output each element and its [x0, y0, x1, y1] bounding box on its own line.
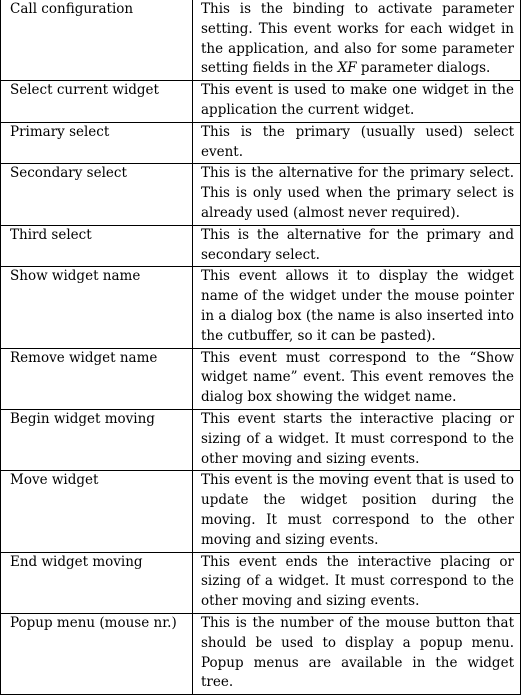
event-name: End widget moving [0, 551, 193, 614]
table-row: Call configuration This is the binding t… [0, 0, 521, 82]
event-description-text: This is the binding to activate paramete… [201, 1, 514, 77]
event-description-text: parameter dialogs. [356, 60, 491, 77]
event-name: Third select [0, 224, 193, 268]
event-description: This is the alternative for the primary … [192, 224, 521, 268]
event-name: Remove widget name [0, 347, 193, 410]
event-description: This event must correspond to the “Show … [192, 347, 521, 410]
table-row: Begin widget moving This event starts th… [0, 408, 521, 472]
table-row: Remove widget name This event must corre… [0, 347, 521, 410]
table-row: Third select This is the alternative for… [0, 224, 521, 268]
event-description: This event allows it to display the widg… [192, 266, 521, 349]
event-description: This is the primary (usually used) selec… [192, 121, 521, 165]
table-row: Move widget This event is the moving eve… [0, 470, 521, 553]
table-row: Primary select This is the primary (usua… [0, 121, 521, 165]
event-name: Select current widget [0, 80, 193, 123]
table-row: Show widget name This event allows it to… [0, 266, 521, 349]
table-row: Secondary select This is the alternative… [0, 163, 521, 226]
event-name: Move widget [0, 470, 193, 553]
event-name: Call configuration [0, 0, 193, 82]
event-name: Secondary select [0, 163, 193, 226]
event-description: This is the alternative for the primary … [192, 163, 521, 226]
table-row: Select current widget This event is used… [0, 80, 521, 123]
event-description: This is the number of the mouse button t… [192, 612, 521, 695]
event-name: Show widget name [0, 266, 193, 349]
event-description: This event is the moving event that is u… [192, 470, 521, 553]
table-row: Popup menu (mouse nr.) This is the numbe… [0, 612, 521, 695]
event-description: This event is used to make one widget in… [192, 80, 521, 123]
event-name: Primary select [0, 121, 193, 165]
xf-term: XF [337, 60, 357, 77]
event-description: This is the binding to activate paramete… [192, 0, 521, 82]
event-description: This event starts the interactive placin… [192, 408, 521, 472]
event-name: Begin widget moving [0, 408, 193, 472]
event-description: This event ends the interactive placing … [192, 551, 521, 614]
event-name: Popup menu (mouse nr.) [0, 612, 193, 695]
table-row: End widget moving This event ends the in… [0, 551, 521, 614]
